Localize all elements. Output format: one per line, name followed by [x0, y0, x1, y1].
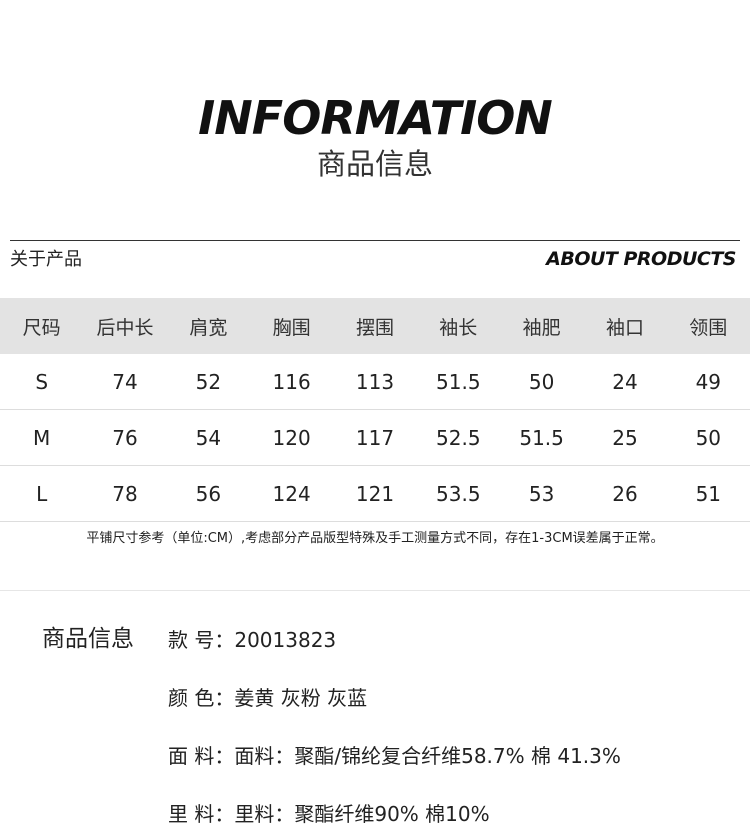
column-header: 袖肥 — [522, 316, 561, 339]
table-cell: 53 — [528, 481, 555, 506]
measurement-note: 平铺尺寸参考（单位:CM）,考虑部分产品版型特殊及手工测量方式不同，存在1-3C… — [86, 531, 664, 546]
table-cell: L — [36, 481, 48, 506]
info-item-style-number: 款 号：20013823 — [168, 625, 336, 655]
table-cell: 121 — [355, 481, 395, 506]
table-cell: 117 — [355, 425, 395, 450]
info-item-lining: 里 料：里料：聚酯纤维90% 棉10% — [168, 799, 490, 829]
table-cell: 54 — [195, 425, 222, 450]
table-cell: 76 — [112, 425, 138, 450]
column-header: 肩宽 — [189, 316, 228, 339]
info-label: 款 号： — [168, 628, 235, 652]
column-header: 尺码 — [22, 316, 61, 339]
column-header: 胸围 — [272, 316, 311, 339]
table-cell: 74 — [112, 369, 138, 394]
table-cell: 51.5 — [436, 369, 481, 394]
info-value: 里料：聚酯纤维90% 棉10% — [234, 802, 490, 826]
table-cell: 78 — [112, 481, 138, 506]
about-products-en: ABOUT PRODUCTS — [546, 248, 736, 270]
table-cell: M — [33, 425, 51, 450]
table-cell: 25 — [612, 425, 638, 450]
table-cell: 50 — [528, 369, 555, 394]
header: INFORMATION 商品信息 — [0, 0, 750, 200]
table-cell: 53.5 — [436, 481, 481, 506]
table-cell: 24 — [612, 369, 638, 394]
table-cell: S — [35, 369, 49, 394]
table-cell: 113 — [355, 369, 395, 394]
divider — [0, 590, 750, 591]
table-cell: 26 — [612, 481, 638, 506]
column-header: 摆围 — [355, 316, 394, 339]
table-cell: 120 — [272, 425, 311, 450]
info-value: 20013823 — [234, 628, 337, 652]
product-info-heading: 商品信息 — [42, 626, 134, 652]
table-cell: 49 — [695, 369, 722, 394]
table-cell: 116 — [272, 369, 311, 394]
info-label: 里 料： — [168, 802, 235, 826]
table-cell: 56 — [195, 481, 222, 506]
info-value: 姜黄 灰粉 灰蓝 — [234, 686, 368, 710]
size-table-header: 尺码 后中长 肩宽 胸围 摆围 袖长 袖肥 袖口 领围 — [0, 298, 750, 354]
info-value: 面料：聚酯/锦纶复合纤维58.7% 棉 41.3% — [234, 744, 621, 768]
table-cell: 52.5 — [436, 425, 481, 450]
title-chinese: 商品信息 — [316, 147, 433, 181]
section-rule — [10, 240, 740, 241]
table-cell: 124 — [272, 481, 311, 506]
info-item-color: 颜 色：姜黄 灰粉 灰蓝 — [168, 683, 367, 713]
column-header: 袖口 — [605, 316, 644, 339]
size-table: 尺码 后中长 肩宽 胸围 摆围 袖长 袖肥 袖口 领围 S 74 52 116 … — [0, 298, 750, 522]
info-label: 面 料： — [168, 744, 235, 768]
table-cell: 52 — [195, 369, 222, 394]
column-header: 袖长 — [439, 316, 478, 339]
info-item-fabric: 面 料：面料：聚酯/锦纶复合纤维58.7% 棉 41.3% — [168, 741, 621, 771]
table-cell: 51.5 — [519, 425, 564, 450]
table-row: M 76 54 120 117 52.5 51.5 25 50 — [0, 410, 750, 466]
table-row: L 78 56 124 121 53.5 53 26 51 — [0, 466, 750, 522]
info-label: 颜 色： — [168, 686, 235, 710]
title-english: INFORMATION — [198, 91, 553, 145]
about-products-cn: 关于产品 — [10, 249, 82, 270]
table-row: S 74 52 116 113 51.5 50 24 49 — [0, 354, 750, 410]
table-cell: 50 — [695, 425, 722, 450]
column-header: 后中长 — [96, 316, 154, 339]
column-header: 领围 — [689, 316, 728, 339]
table-cell: 51 — [695, 481, 722, 506]
